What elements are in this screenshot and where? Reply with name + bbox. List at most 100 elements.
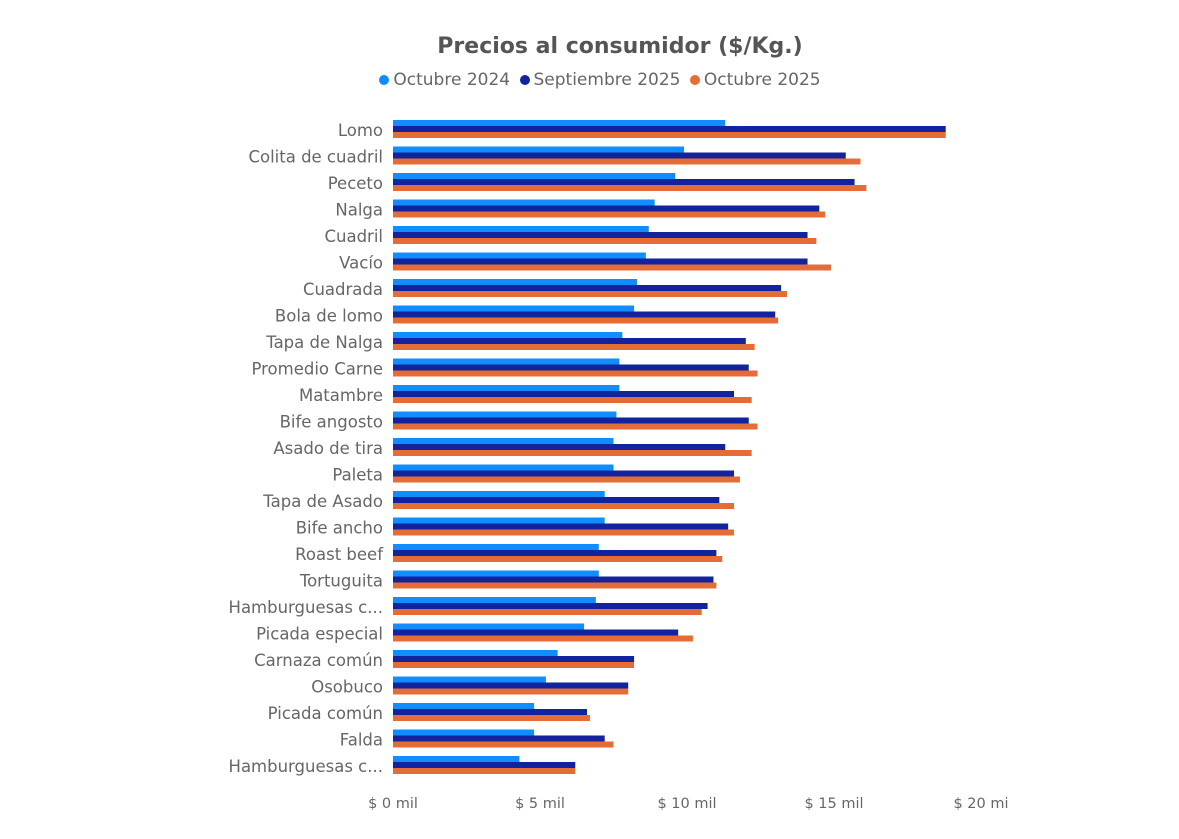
bar-oct-2024[interactable] (393, 146, 685, 153)
legend: Octubre 2024 Septiembre 2025 Octubre 202… (0, 70, 1179, 90)
bar-oct-2024[interactable] (393, 120, 726, 126)
category-label: Lomo (338, 121, 383, 140)
bar-sep-2025[interactable] (393, 285, 782, 291)
bar-oct-2025[interactable] (393, 450, 752, 456)
bar-oct-2024[interactable] (393, 332, 623, 338)
bar-oct-2025[interactable] (393, 609, 702, 615)
bar-oct-2025[interactable] (393, 185, 867, 191)
bar-oct-2025[interactable] (393, 635, 693, 642)
legend-item[interactable]: Octubre 2025 (689, 70, 821, 90)
category-label: Roast beef (295, 545, 384, 564)
legend-dot-icon (379, 75, 390, 85)
category-label: Bife ancho (296, 519, 383, 538)
category-label: Promedio Carne (251, 360, 383, 379)
bar-oct-2025[interactable] (393, 158, 861, 165)
bar-oct-2025[interactable] (393, 741, 614, 748)
bar-oct-2024[interactable] (393, 199, 655, 206)
bar-oct-2024[interactable] (393, 252, 646, 259)
bar-oct-2025[interactable] (393, 238, 817, 244)
bar-oct-2024[interactable] (393, 650, 558, 656)
bar-oct-2025[interactable] (393, 370, 758, 377)
bar-oct-2025[interactable] (393, 291, 787, 297)
category-label: Asado de tira (273, 439, 383, 458)
bar-oct-2025[interactable] (393, 264, 832, 271)
bar-oct-2024[interactable] (393, 385, 620, 391)
bar-sep-2025[interactable] (393, 682, 629, 689)
x-tick-label: $ 5 mil (515, 796, 565, 812)
bar-oct-2025[interactable] (393, 556, 723, 562)
bar-sep-2025[interactable] (393, 603, 708, 609)
bar-sep-2025[interactable] (393, 444, 726, 450)
bar-sep-2025[interactable] (393, 629, 679, 636)
category-label: Bola de lomo (275, 307, 383, 326)
bar-oct-2025[interactable] (393, 662, 635, 668)
bar-sep-2025[interactable] (393, 152, 846, 159)
bar-oct-2025[interactable] (393, 397, 752, 403)
bar-sep-2025[interactable] (393, 735, 605, 742)
bar-sep-2025[interactable] (393, 338, 746, 344)
bar-oct-2024[interactable] (393, 597, 596, 603)
legend-label: Septiembre 2025 (533, 70, 681, 90)
category-label: Picada especial (256, 625, 383, 644)
bar-oct-2025[interactable] (393, 768, 576, 774)
bar-oct-2025[interactable] (393, 132, 946, 138)
bar-oct-2025[interactable] (393, 317, 779, 324)
bar-sep-2025[interactable] (393, 523, 729, 530)
category-label: Falda (340, 731, 383, 750)
bar-oct-2024[interactable] (393, 173, 676, 179)
category-label: Vacío (339, 254, 383, 273)
bar-sep-2025[interactable] (393, 417, 749, 424)
bar-sep-2025[interactable] (393, 179, 855, 185)
bar-oct-2025[interactable] (393, 529, 735, 536)
bar-oct-2024[interactable] (393, 411, 617, 418)
bar-sep-2025[interactable] (393, 576, 714, 583)
bar-sep-2025[interactable] (393, 311, 776, 318)
bar-sep-2025[interactable] (393, 497, 720, 503)
legend-item[interactable]: Septiembre 2025 (519, 70, 681, 90)
x-tick-label: $ 0 mil (368, 796, 418, 812)
bar-sep-2025[interactable] (393, 205, 820, 212)
bar-sep-2025[interactable] (393, 470, 735, 477)
bar-sep-2025[interactable] (393, 656, 635, 662)
bar-oct-2024[interactable] (393, 358, 620, 365)
bar-oct-2024[interactable] (393, 464, 614, 471)
bar-oct-2024[interactable] (393, 279, 638, 285)
bar-oct-2025[interactable] (393, 715, 590, 721)
bar-oct-2024[interactable] (393, 623, 585, 630)
bar-sep-2025[interactable] (393, 391, 735, 397)
bar-oct-2025[interactable] (393, 423, 758, 430)
category-label: Hamburguesas c... (229, 757, 383, 776)
bar-oct-2024[interactable] (393, 703, 535, 709)
bar-sep-2025[interactable] (393, 258, 808, 265)
legend-label: Octubre 2025 (703, 70, 821, 90)
bar-oct-2024[interactable] (393, 438, 614, 444)
bar-oct-2024[interactable] (393, 226, 649, 232)
bar-oct-2025[interactable] (393, 211, 826, 218)
bar-oct-2025[interactable] (393, 688, 629, 695)
bar-oct-2024[interactable] (393, 570, 599, 577)
bar-oct-2025[interactable] (393, 582, 717, 589)
legend-dot-icon (519, 75, 530, 85)
bar-sep-2025[interactable] (393, 364, 749, 371)
bar-oct-2024[interactable] (393, 676, 546, 683)
legend-item[interactable]: Octubre 2024 (379, 70, 510, 90)
bar-oct-2024[interactable] (393, 305, 635, 312)
bar-oct-2025[interactable] (393, 476, 740, 483)
bar-sep-2025[interactable] (393, 126, 946, 132)
bar-oct-2024[interactable] (393, 729, 535, 736)
x-tick-label: $ 20 mi (953, 796, 1008, 812)
bar-oct-2025[interactable] (393, 503, 735, 509)
bar-oct-2024[interactable] (393, 544, 599, 550)
category-label: Tapa de Asado (262, 492, 383, 511)
bar-sep-2025[interactable] (393, 550, 717, 556)
bar-sep-2025[interactable] (393, 709, 588, 715)
category-label: Matambre (299, 386, 383, 405)
bar-oct-2024[interactable] (393, 517, 605, 524)
category-label: Tapa de Nalga (265, 333, 383, 352)
bar-sep-2025[interactable] (393, 232, 808, 238)
category-label: Colita de cuadril (248, 148, 383, 167)
bar-sep-2025[interactable] (393, 762, 576, 768)
bar-oct-2024[interactable] (393, 756, 520, 762)
bar-oct-2025[interactable] (393, 344, 755, 350)
bar-oct-2024[interactable] (393, 491, 605, 497)
